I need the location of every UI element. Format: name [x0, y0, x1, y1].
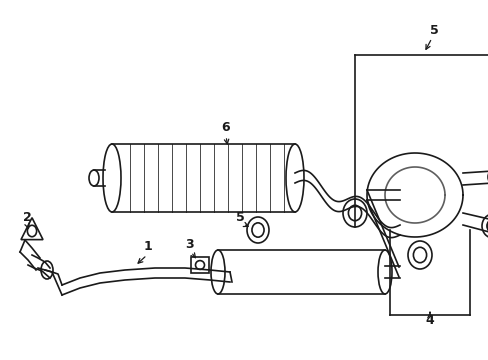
- Text: 3: 3: [185, 238, 194, 252]
- Text: 5: 5: [235, 211, 244, 225]
- Text: 4: 4: [425, 314, 433, 327]
- Text: 6: 6: [221, 121, 230, 135]
- Text: 2: 2: [22, 211, 31, 225]
- Text: 5: 5: [429, 23, 437, 36]
- Text: 1: 1: [143, 240, 152, 253]
